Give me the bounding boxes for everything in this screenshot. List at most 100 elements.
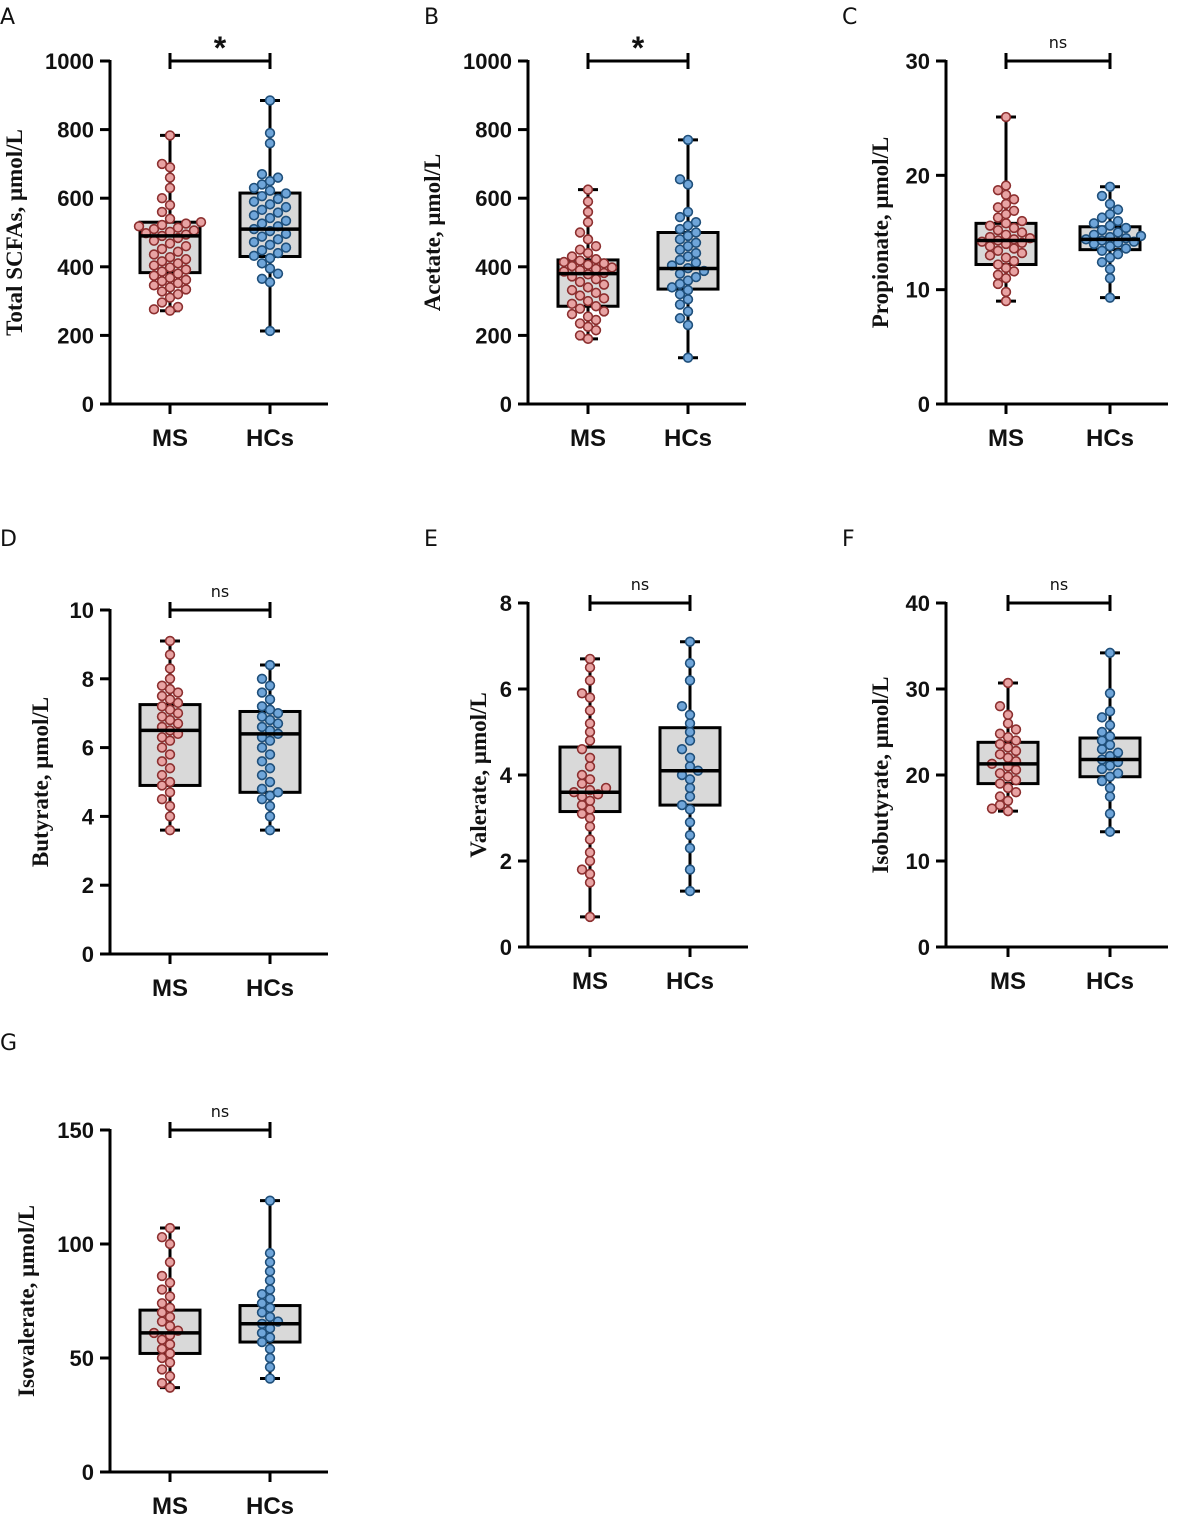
data-point [682,284,694,296]
data-point [280,188,292,199]
data-point [1104,791,1116,802]
data-point [1010,786,1022,798]
y-tick-label: 8 [82,667,94,692]
significance-label: * [632,30,645,66]
data-point [984,220,996,231]
data-point [156,1364,168,1375]
data-point [164,776,176,788]
y-tick-label: 200 [475,323,512,348]
y-axis-label: Propionate, μmol/L [868,137,893,329]
data-point [264,694,276,705]
x-tick-label: HCs [666,968,714,995]
data-point [156,286,168,297]
data-point [576,864,588,875]
data-point [582,206,594,218]
data-point [1112,249,1124,260]
data-point [264,1257,276,1268]
data-point [566,251,578,262]
data-point [690,227,702,238]
data-point [156,742,168,753]
data-point [684,829,696,841]
data-point [684,804,696,815]
y-axis-label: Valerate, μmol/L [466,692,491,858]
data-point [1104,220,1116,231]
data-point [164,673,176,684]
data-point [690,271,702,283]
y-tick-label: 600 [57,186,94,211]
significance-label: * [214,30,227,66]
series-ms [138,1222,202,1393]
data-point [156,158,168,170]
data-point [674,211,686,223]
data-point [1002,718,1014,729]
data-point [156,1270,168,1282]
data-point [264,1275,276,1286]
x-tick-label: MS [152,425,188,452]
data-point [566,284,578,296]
data-point [164,663,176,674]
data-point [164,282,176,293]
data-point [256,673,268,684]
data-point [156,1334,168,1345]
data-point [584,752,596,763]
data-point [248,210,260,221]
data-point [164,213,176,224]
data-point [674,268,686,279]
x-tick-label: MS [152,975,188,1002]
data-point [1016,227,1028,238]
y-axis-label: Acetate, μmol/L [420,154,445,311]
data-point [576,743,588,755]
data-point [264,680,276,691]
y-tick-label: 10 [70,598,94,623]
data-point [164,130,176,141]
data-point [133,221,145,232]
y-tick-label: 0 [918,392,930,417]
y-tick-label: 400 [475,255,512,280]
data-point [1000,252,1012,263]
x-tick-label: HCs [664,425,712,452]
data-point [164,251,176,263]
data-point [164,1222,176,1234]
series-hcs [238,659,302,836]
data-point [180,274,192,286]
data-point [582,234,594,245]
data-point [674,289,686,300]
data-point [148,270,160,281]
y-tick-label: 30 [906,49,930,74]
data-point [684,774,696,785]
data-point [256,742,268,753]
data-point [584,911,596,923]
x-tick-label: MS [152,1493,188,1516]
panel-letter: D [0,527,17,552]
data-point [256,204,268,216]
panel-f: F 0 10 20 30 40 MS HCs Isobutyrate, μmol/L ns [842,527,1168,995]
data-point [1104,808,1116,819]
data-point [156,769,168,781]
data-point [264,763,276,774]
data-point [598,258,610,269]
data-point [264,1343,276,1355]
data-point [148,304,160,315]
data-point [558,256,570,268]
data-point [684,782,696,794]
data-point [598,306,610,317]
data-point [256,190,268,202]
data-point [256,231,268,242]
data-point [256,756,268,767]
data-point [584,692,596,703]
data-point [682,206,694,218]
y-tick-label: 0 [918,935,930,960]
data-point [1120,222,1132,234]
data-point [172,258,184,269]
data-point [280,201,292,213]
data-point [684,709,696,720]
data-point [264,1247,276,1259]
y-tick-label: 2 [500,849,512,874]
data-point [164,824,176,836]
y-tick-label: 30 [906,677,930,702]
series-hcs [1078,647,1142,837]
data-point [256,783,268,795]
data-point [582,282,594,293]
data-point [1016,215,1028,227]
data-point [598,279,610,290]
